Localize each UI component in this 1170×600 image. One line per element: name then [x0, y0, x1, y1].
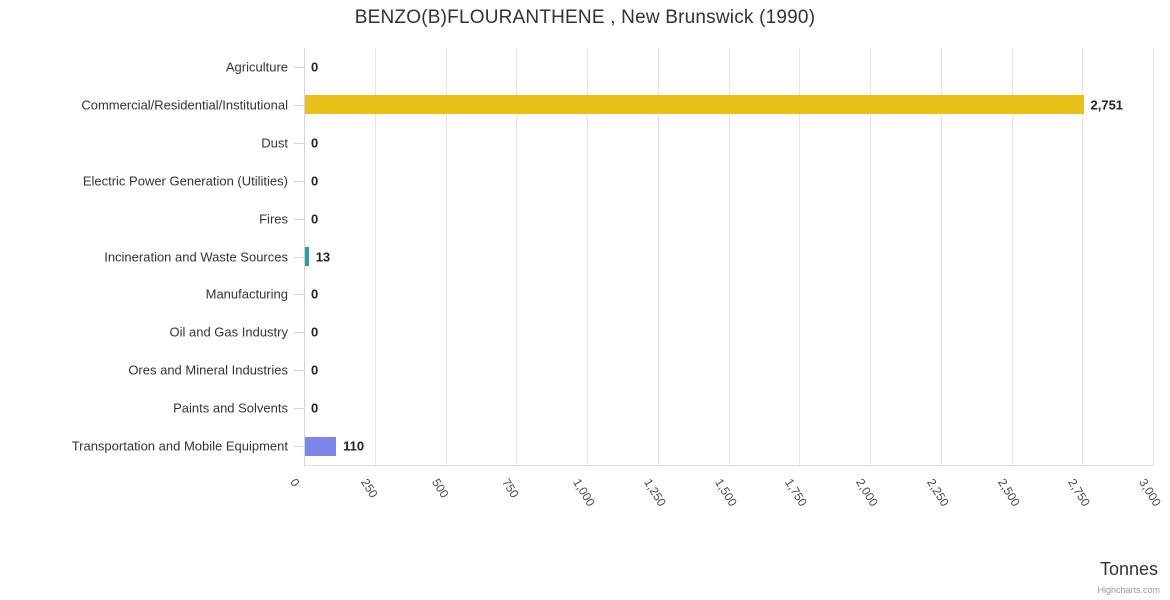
category-axis-tick — [294, 370, 304, 372]
category-axis-tick — [294, 67, 304, 68]
bar-value-label: 13 — [315, 249, 331, 264]
category-label: Oil and Gas Industry — [169, 324, 289, 340]
category-axis-tick — [294, 218, 304, 220]
gridline — [1082, 48, 1084, 465]
bar-value-label: 2,751 — [1090, 97, 1124, 113]
bar-value-label: 0 — [311, 324, 319, 340]
highcharts-credit-link[interactable]: Highcharts.com — [1097, 585, 1160, 595]
x-tick-label: 1,750 — [782, 476, 811, 509]
category-axis-tick — [294, 256, 304, 258]
gridline — [516, 48, 518, 465]
category-label: Ores and Mineral Industries — [128, 362, 288, 378]
gridline — [940, 48, 942, 465]
category-label: Paints and Solvents — [173, 400, 288, 416]
x-tick-label: 500 — [428, 476, 452, 501]
x-tick-label: 1,500 — [711, 476, 740, 509]
x-tick-label: 750 — [499, 476, 522, 501]
gridline — [1011, 48, 1013, 465]
category-label: Electric Power Generation (Utilities) — [82, 173, 288, 189]
category-axis-tick — [294, 294, 304, 296]
category-label: Fires — [259, 211, 288, 227]
category-axis-tick — [294, 142, 304, 144]
category-label: Transportation and Mobile Equipment — [71, 438, 288, 454]
gridline — [870, 48, 871, 465]
gridline — [587, 48, 588, 465]
gridline — [728, 48, 730, 465]
bar-transportation-and-mobile-equipment[interactable] — [305, 436, 337, 456]
bar-value-label: 0 — [311, 173, 319, 189]
category-label: Manufacturing — [205, 286, 288, 302]
category-label: Incineration and Waste Sources — [104, 249, 288, 264]
category-label: Agriculture — [225, 59, 288, 75]
x-tick-label: 2,750 — [1065, 476, 1094, 509]
category-axis-tick — [294, 180, 304, 182]
x-tick-label: 1,000 — [570, 476, 598, 509]
bar-incineration-and-waste-sources[interactable] — [305, 247, 309, 266]
category-axis-tick — [294, 104, 304, 106]
bar-value-label: 0 — [311, 211, 319, 227]
category-label: Commercial/Residential/Institutional — [81, 97, 288, 113]
gridline — [374, 48, 376, 465]
gridline — [445, 48, 447, 465]
bar-commercial-residential-institutional[interactable] — [305, 95, 1084, 115]
x-tick-label: 250 — [357, 476, 381, 501]
x-axis-title: Tonnes — [1099, 559, 1158, 579]
bar-value-label: 0 — [311, 362, 319, 378]
category-axis-tick — [294, 446, 304, 447]
x-tick-label: 2,250 — [923, 476, 952, 509]
x-tick-label: 2,500 — [994, 476, 1023, 509]
bar-value-label: 0 — [311, 400, 319, 416]
category-axis-line — [304, 48, 305, 465]
x-axis-line — [304, 465, 1153, 466]
gridline — [799, 48, 801, 465]
bar-value-label: 110 — [343, 438, 365, 454]
category-label: Dust — [261, 135, 288, 151]
bar-value-label: 0 — [311, 286, 319, 302]
bar-value-label: 0 — [311, 59, 319, 75]
x-tick-label: 1,250 — [640, 476, 669, 509]
x-tick-label: 3,000 — [1136, 476, 1164, 509]
gridline — [657, 48, 659, 465]
chart-title: BENZO(B)FLOURANTHENE , New Brunswick (19… — [354, 7, 816, 28]
x-tick-label: 0 — [287, 476, 303, 490]
x-tick-label: 2,000 — [853, 476, 881, 509]
gridline — [1153, 48, 1154, 465]
bar-value-label: 0 — [311, 135, 319, 151]
category-axis-tick — [294, 332, 304, 334]
category-axis-tick — [294, 408, 304, 410]
